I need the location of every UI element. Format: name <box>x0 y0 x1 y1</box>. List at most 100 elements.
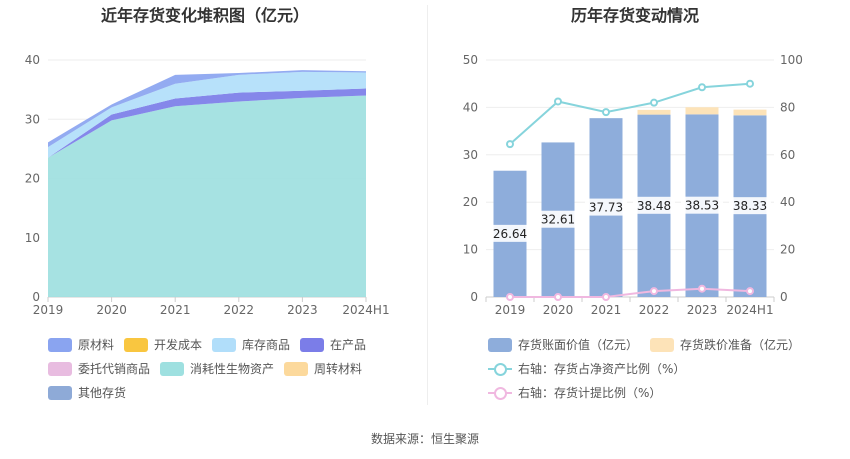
y-tick-label: 10 <box>463 243 478 257</box>
panel-divider <box>427 5 428 405</box>
legend-marker <box>494 386 507 400</box>
legend-swatch <box>48 385 72 400</box>
point-net-asset-ratio <box>650 98 658 107</box>
legend-label: 委托代销商品 <box>78 362 151 376</box>
point-provision-ratio <box>746 287 754 296</box>
point-net-asset-ratio <box>506 140 514 149</box>
x-tick-label: 2022 <box>639 303 670 317</box>
y-tick-label: 30 <box>25 112 40 126</box>
legend-swatch <box>650 337 674 352</box>
data-source: 数据来源：恒生聚源 <box>370 432 479 446</box>
line-net-asset-ratio <box>509 82 751 145</box>
legend-label: 库存商品 <box>242 338 291 352</box>
point-provision-ratio <box>650 287 658 296</box>
x-tick-label: 2023 <box>287 303 318 317</box>
data-label: 32.61 <box>541 213 575 227</box>
legend-label: 周转材料 <box>314 362 363 376</box>
y2-tick-label: 40 <box>780 195 795 209</box>
legend-swatch <box>300 337 324 352</box>
data-label: 38.33 <box>733 199 767 213</box>
stacked-area-chart: 0 10 20 30 40 2019 2020 2021 2022 2023 2024H1 <box>25 53 390 317</box>
legend-label: 右轴：存货计提比例（%） <box>518 386 662 400</box>
data-label: 26.64 <box>493 227 527 241</box>
x-tick-label: 2024H1 <box>342 303 389 317</box>
legend-label: 开发成本 <box>154 338 203 352</box>
legend-label: 存货跌价准备（亿元） <box>680 338 801 352</box>
legend-item[interactable]: 右轴：存货占净资产比例（%） <box>488 360 685 377</box>
x-tick-label: 2019 <box>33 303 64 317</box>
y-tick-label: 30 <box>463 148 478 162</box>
right-chart-title: 历年存货变动情况 <box>570 6 699 25</box>
legend-item[interactable]: 右轴：存货计提比例（%） <box>488 384 661 401</box>
area-消耗性生物资产 <box>48 95 366 297</box>
legend-label: 其他存货 <box>78 386 127 400</box>
y2-tick-label: 60 <box>780 148 795 162</box>
legend-item[interactable]: 委托代销商品 <box>48 360 150 377</box>
legend-label: 原材料 <box>78 338 115 352</box>
line-provision-ratio <box>510 287 751 298</box>
y-tick-label: 0 <box>32 290 40 304</box>
legend-item[interactable]: 周转材料 <box>284 360 362 377</box>
data-label-bg <box>585 198 627 216</box>
y-tick-label: 50 <box>463 53 478 67</box>
legend-swatch <box>48 337 72 352</box>
data-label-bg <box>537 210 579 228</box>
legend-swatch <box>488 386 512 400</box>
legend-swatch <box>212 337 236 352</box>
point-provision-ratio <box>602 293 610 301</box>
y-tick-label: 0 <box>470 290 478 304</box>
legend-item[interactable]: 存货跌价准备（亿元） <box>650 336 800 353</box>
data-label-bg <box>681 196 723 214</box>
legend-swatch <box>160 361 184 376</box>
legend-item[interactable]: 开发成本 <box>124 336 202 353</box>
y2-tick-label: 0 <box>780 290 788 304</box>
x-tick-label: 2023 <box>687 303 718 317</box>
area-库存商品 <box>48 71 366 158</box>
legend-item[interactable]: 在产品 <box>300 336 366 353</box>
x-tick-label: 2020 <box>543 303 574 317</box>
x-tick-label: 2020 <box>96 303 127 317</box>
legend-item[interactable]: 消耗性生物资产 <box>160 360 274 377</box>
y-tick-label: 40 <box>463 100 478 114</box>
legend-swatch <box>488 362 512 376</box>
y2-tick-label: 20 <box>780 243 795 257</box>
point-net-asset-ratio <box>602 108 610 117</box>
x-tick-label: 2022 <box>224 303 255 317</box>
bar-impairment <box>733 109 767 116</box>
inventory-bar-chart: 0 10 20 30 40 50 0 20 40 60 80 100 2019 2020 2021 2022 2… <box>463 53 803 317</box>
legend-swatch <box>48 361 72 376</box>
legend-item[interactable]: 原材料 <box>48 336 114 353</box>
point-provision-ratio <box>698 284 706 293</box>
bar-impairment <box>637 109 671 115</box>
legend-label: 在产品 <box>330 338 367 352</box>
legend-item[interactable]: 其他存货 <box>48 384 126 401</box>
legend-label: 消耗性生物资产 <box>190 362 275 376</box>
point-net-asset-ratio <box>554 97 562 106</box>
y2-tick-label: 80 <box>780 100 795 114</box>
x-tick-label: 2024H1 <box>726 303 773 317</box>
data-label: 37.73 <box>589 201 623 215</box>
left-chart-title: 近年存货变化堆积图（亿元） <box>100 6 309 25</box>
x-tick-label: 2021 <box>591 303 622 317</box>
legend-item[interactable]: 存货账面价值（亿元） <box>488 336 638 353</box>
y-tick-label: 40 <box>25 53 40 67</box>
data-label-bg <box>729 197 771 215</box>
legend-swatch <box>124 337 148 352</box>
data-label: 38.48 <box>637 199 671 213</box>
legend-item[interactable]: 库存商品 <box>212 336 290 353</box>
point-provision-ratio <box>554 293 562 301</box>
point-provision-ratio <box>506 293 514 301</box>
area-在产品 <box>48 88 366 158</box>
legend-swatch <box>488 337 512 352</box>
data-label-bg <box>633 196 675 214</box>
legend-label: 右轴：存货占净资产比例（%） <box>518 362 686 376</box>
legend-swatch <box>284 361 308 376</box>
y-tick-label: 20 <box>25 172 40 186</box>
data-label-bg <box>489 224 531 242</box>
x-tick-label: 2019 <box>495 303 526 317</box>
y2-tick-label: 100 <box>780 53 803 67</box>
bar-impairment <box>685 107 719 115</box>
point-net-asset-ratio <box>746 79 754 88</box>
x-tick-label: 2021 <box>160 303 191 317</box>
y-tick-label: 10 <box>25 231 40 245</box>
